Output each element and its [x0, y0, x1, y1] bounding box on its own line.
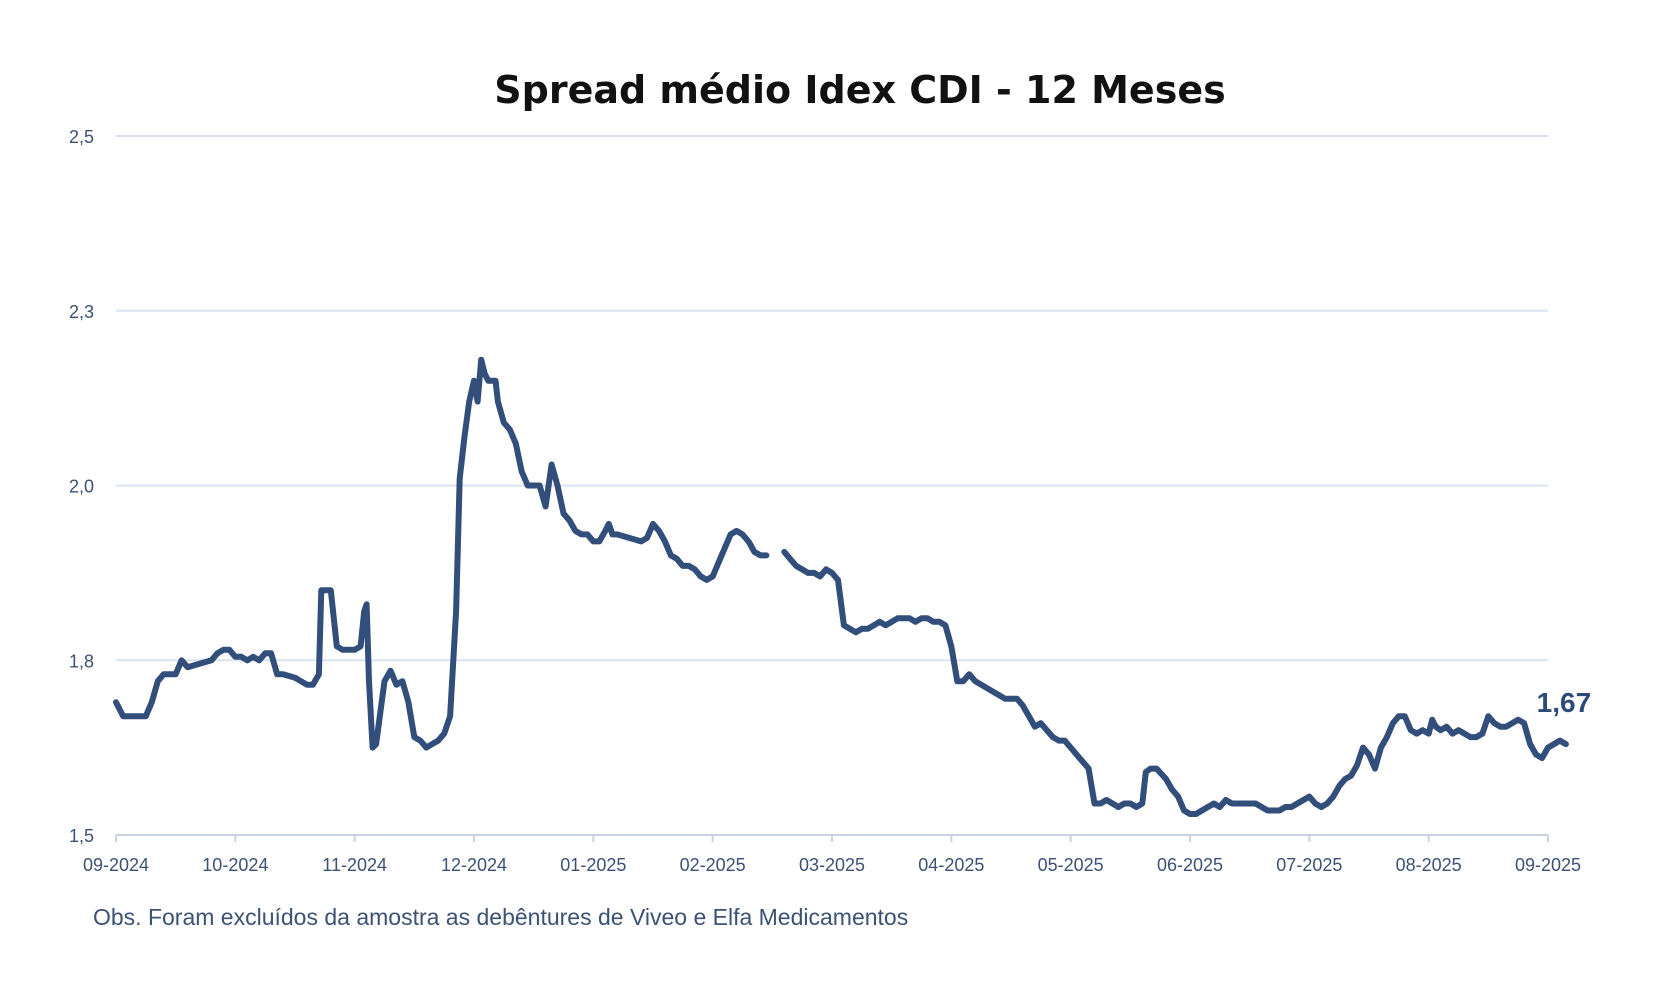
x-tick-label: 02-2025: [680, 855, 746, 875]
x-tick-label: 09-2024: [83, 855, 149, 875]
x-tick-label: 01-2025: [560, 855, 626, 875]
y-tick-label: 2,3: [69, 302, 94, 322]
x-axis: [115, 834, 1549, 842]
last-value-label: 1,67: [1537, 687, 1592, 718]
x-tick-label: 05-2025: [1038, 855, 1104, 875]
y-tick-label: 1,8: [69, 651, 94, 671]
series-line-segment: [781, 548, 1569, 817]
x-tick-label: 07-2025: [1276, 855, 1342, 875]
x-tick-label: 09-2025: [1515, 855, 1581, 875]
x-tick-label: 12-2024: [441, 855, 507, 875]
footnote: Obs. Foram excluídos da amostra as debên…: [93, 904, 908, 930]
series-layer: [113, 356, 1569, 817]
tick-labels: 1,5 1,8 2,0 2,3 2,5 09-2024 10-2024 11-2024 12-2…: [69, 127, 1581, 875]
x-tick-label: 10-2024: [202, 855, 268, 875]
x-tick-label: 03-2025: [799, 855, 865, 875]
x-tick-label: 04-2025: [918, 855, 984, 875]
y-tick-label: 2,5: [69, 127, 94, 147]
gridlines: [116, 135, 1548, 662]
chart-title: Spread médio Idex CDI - 12 Meses: [494, 68, 1225, 112]
y-tick-label: 2,0: [69, 477, 94, 497]
x-tick-label: 06-2025: [1157, 855, 1223, 875]
series-line-segment: [113, 356, 770, 751]
y-tick-label: 1,5: [69, 826, 94, 846]
x-tick-label: 11-2024: [322, 855, 387, 875]
x-tick-label: 08-2025: [1396, 855, 1462, 875]
